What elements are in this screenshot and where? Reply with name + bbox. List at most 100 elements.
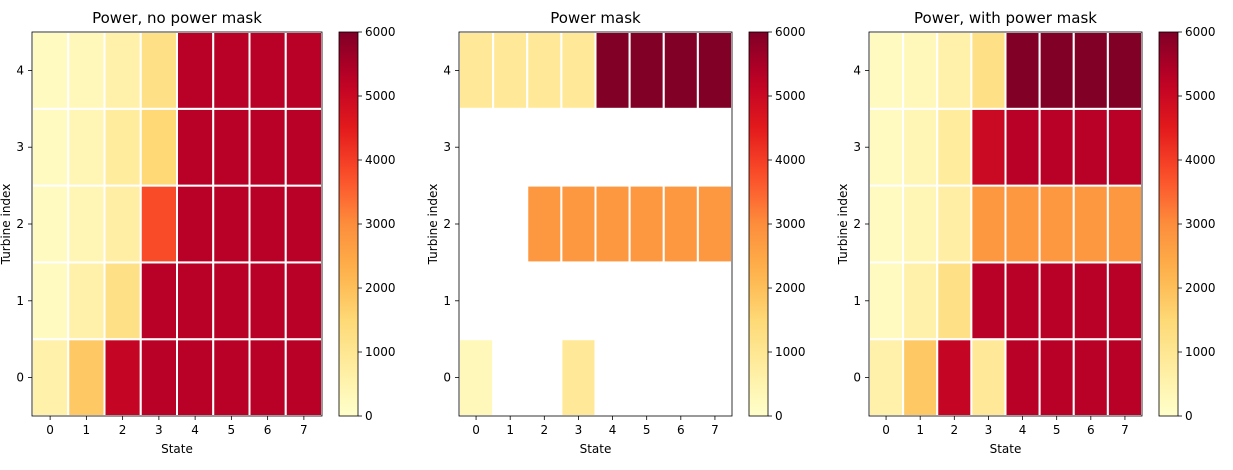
- y-tick-label: 4: [853, 63, 861, 77]
- y-tick-label: 0: [853, 371, 861, 385]
- x-tick-label: 7: [300, 423, 308, 437]
- heatmap-cell: [628, 31, 665, 110]
- x-axis-label: State: [161, 442, 193, 456]
- heatmap-cell: [103, 31, 142, 110]
- x-tick-label: 2: [119, 423, 127, 437]
- heatmap-cell: [1004, 107, 1041, 187]
- colorbar-gradient: [338, 31, 359, 417]
- heatmap-cell: [1072, 184, 1109, 264]
- heatmap-cell: [868, 184, 905, 264]
- x-tick-label: 1: [916, 423, 924, 437]
- heatmap-cell: [67, 31, 106, 110]
- colorbar-tick-label: 4000: [1185, 153, 1216, 167]
- y-axis-label: Turbine index: [426, 184, 440, 266]
- heatmap-cell: [594, 31, 631, 110]
- colorbar-tick-label: 2000: [775, 281, 806, 295]
- heatmap-cell: [103, 107, 142, 187]
- y-tick-label: 3: [16, 140, 24, 154]
- heatmap-cell: [31, 261, 70, 341]
- chart-title: Power, no power mask: [92, 9, 262, 27]
- y-tick-label: 2: [16, 217, 24, 231]
- colorbar-tick-label: 6000: [775, 25, 806, 39]
- x-tick-label: 0: [472, 423, 480, 437]
- heatmap-cell: [31, 31, 70, 110]
- heatmap-cell: [594, 184, 631, 264]
- heatmap-cell: [176, 184, 215, 264]
- x-tick-label: 0: [46, 423, 54, 437]
- heatmap-cell: [103, 261, 142, 341]
- heatmap-cell: [1004, 31, 1041, 110]
- x-tick-label: 4: [1019, 423, 1027, 437]
- x-tick-label: 4: [191, 423, 199, 437]
- x-tick-label: 4: [609, 423, 617, 437]
- heatmap-cell: [31, 338, 70, 418]
- heatmap-cell: [868, 261, 905, 341]
- heatmap-cell: [1038, 338, 1075, 418]
- heatmap-cell: [176, 261, 215, 341]
- heatmap-panel-0: 0 1 2 3 4 5 6 7 0 1 2 3 4 Power, no power mask State Tu…: [0, 9, 396, 456]
- heatmap-cell: [868, 338, 905, 418]
- y-axis-label: Turbine index: [0, 184, 13, 266]
- heatmap-cell: [560, 184, 597, 264]
- heatmap-cell: [212, 338, 251, 418]
- heatmap-cell: [139, 184, 178, 264]
- heatmap-panel-2: 0 1 2 3 4 5 6 7 0 1 2 3 4 Power, with power mask State…: [836, 9, 1216, 456]
- heatmap-cell: [212, 107, 251, 187]
- heatmap-cell: [1038, 107, 1075, 187]
- heatmap-cell: [1072, 31, 1109, 110]
- x-tick-label: 6: [677, 423, 685, 437]
- heatmap-cell: [1004, 184, 1041, 264]
- x-tick-label: 1: [506, 423, 514, 437]
- y-tick-label: 0: [443, 371, 451, 385]
- colorbar-tick-label: 2000: [1185, 281, 1216, 295]
- heatmap-cell: [1106, 107, 1143, 187]
- x-tick-label: 0: [882, 423, 890, 437]
- y-tick-label: 1: [853, 294, 861, 308]
- heatmap-cell: [970, 261, 1007, 341]
- colorbar-tick-label: 6000: [1185, 25, 1216, 39]
- heatmap-cell: [103, 338, 142, 418]
- heatmap-cell: [284, 184, 323, 264]
- heatmap-cell: [284, 338, 323, 418]
- heatmap-cell: [628, 184, 665, 264]
- colorbar-tick-label: 3000: [1185, 217, 1216, 231]
- heatmap-cell: [284, 261, 323, 341]
- colorbar-gradient: [1158, 31, 1179, 417]
- x-tick-label: 3: [155, 423, 163, 437]
- heatmap-cell: [1072, 338, 1109, 418]
- colorbar: 0 1000 2000 3000 4000 5000 6000: [1158, 25, 1216, 423]
- heatmap-cell: [176, 107, 215, 187]
- heatmap-cell: [868, 31, 905, 110]
- heatmap-cell: [212, 184, 251, 264]
- heatmap-cell: [936, 107, 973, 187]
- x-tick-label: 5: [643, 423, 651, 437]
- heatmap-cell: [970, 184, 1007, 264]
- heatmap-cell: [67, 107, 106, 187]
- colorbar-tick-label: 5000: [365, 89, 396, 103]
- colorbar-tick-label: 5000: [775, 89, 806, 103]
- colorbar-tick-label: 5000: [1185, 89, 1216, 103]
- colorbar-tick-label: 4000: [365, 153, 396, 167]
- heatmap-cell: [212, 261, 251, 341]
- heatmap-cell: [970, 338, 1007, 418]
- heatmap-cell: [139, 107, 178, 187]
- y-tick-label: 2: [853, 217, 861, 231]
- colorbar-gradient: [748, 31, 769, 417]
- heatmap-cell: [1106, 338, 1143, 418]
- y-tick-label: 3: [853, 140, 861, 154]
- colorbar-tick-label: 0: [775, 409, 783, 423]
- heatmap-cell: [248, 31, 287, 110]
- heatmap-cell: [1004, 261, 1041, 341]
- heatmap-cell: [970, 107, 1007, 187]
- x-tick-label: 6: [1087, 423, 1095, 437]
- y-tick-label: 1: [16, 294, 24, 308]
- colorbar-tick-label: 1000: [775, 345, 806, 359]
- colorbar: 0 1000 2000 3000 4000 5000 6000: [338, 25, 396, 423]
- heatmap-cell: [284, 31, 323, 110]
- heatmap-cell: [212, 31, 251, 110]
- heatmap-cell: [492, 31, 529, 110]
- x-tick-label: 3: [985, 423, 993, 437]
- x-tick-label: 7: [1121, 423, 1129, 437]
- chart-title: Power, with power mask: [914, 9, 1097, 27]
